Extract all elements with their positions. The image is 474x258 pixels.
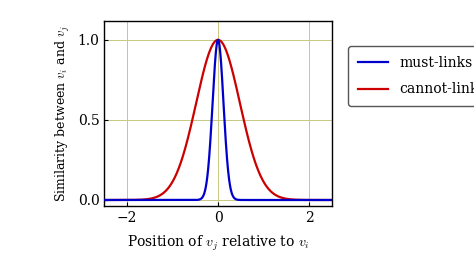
Y-axis label: Similarity between $v_i$ and $v_j$: Similarity between $v_i$ and $v_j$ (54, 25, 72, 202)
X-axis label: Position of $v_j$ relative to $v_i$: Position of $v_j$ relative to $v_i$ (127, 233, 310, 253)
Legend: must-links, cannot-links: must-links, cannot-links (348, 46, 474, 106)
